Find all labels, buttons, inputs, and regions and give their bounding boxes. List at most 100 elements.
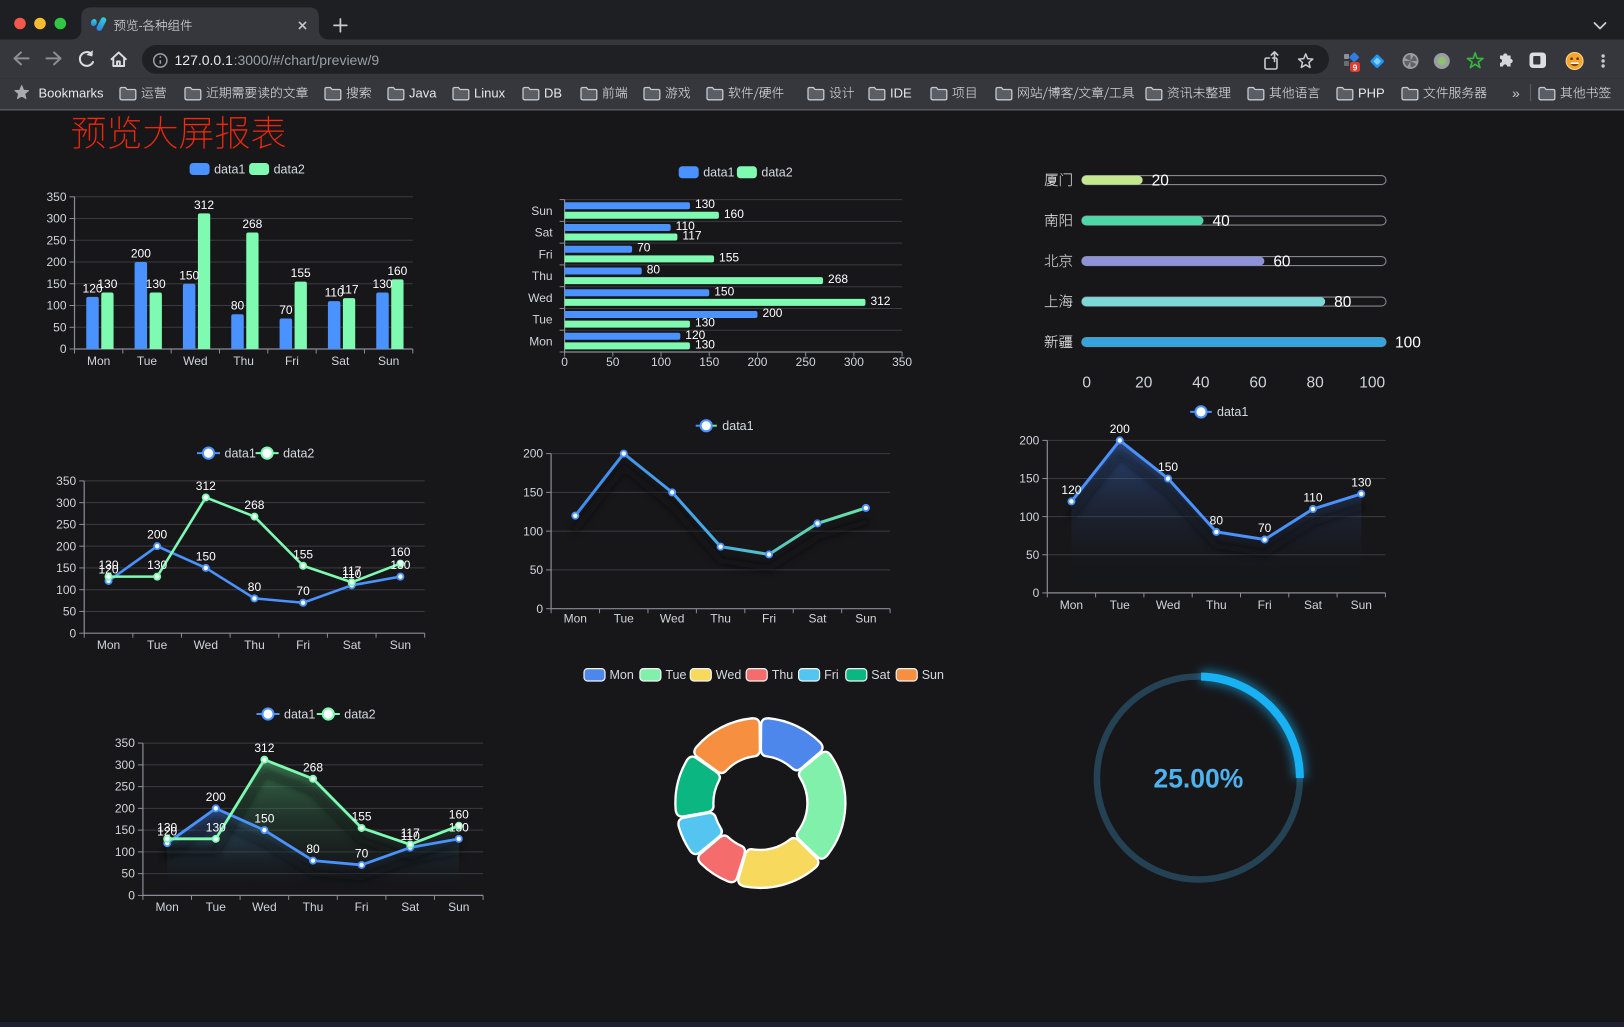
svg-text:50: 50 bbox=[53, 320, 67, 334]
svg-text:312: 312 bbox=[254, 741, 274, 755]
svg-text:150: 150 bbox=[254, 812, 274, 826]
svg-text:312: 312 bbox=[196, 479, 216, 493]
svg-text:Tue: Tue bbox=[665, 668, 686, 682]
svg-text:155: 155 bbox=[352, 809, 372, 823]
svg-text:Tue: Tue bbox=[206, 900, 227, 914]
svg-text:Sun: Sun bbox=[378, 354, 399, 368]
svg-text:Wed: Wed bbox=[183, 354, 207, 368]
svg-text:data2: data2 bbox=[344, 707, 375, 721]
svg-text:160: 160 bbox=[724, 207, 744, 221]
svg-text:Sun: Sun bbox=[531, 204, 552, 218]
svg-text:60: 60 bbox=[1249, 375, 1267, 392]
svg-text:Mon: Mon bbox=[156, 900, 179, 914]
svg-text:data1: data1 bbox=[703, 166, 734, 180]
svg-text:100: 100 bbox=[1019, 510, 1039, 524]
svg-text:100: 100 bbox=[56, 583, 76, 597]
svg-text:350: 350 bbox=[46, 190, 66, 204]
svg-text:110: 110 bbox=[325, 286, 344, 300]
svg-text:0: 0 bbox=[70, 626, 77, 640]
svg-text:100: 100 bbox=[1359, 375, 1385, 392]
svg-text:130: 130 bbox=[1351, 475, 1371, 489]
svg-text:160: 160 bbox=[387, 264, 407, 278]
svg-text:Sat: Sat bbox=[871, 668, 890, 682]
svg-text:300: 300 bbox=[844, 355, 864, 369]
svg-text:Mon: Mon bbox=[610, 668, 634, 682]
svg-text:130: 130 bbox=[695, 337, 715, 351]
svg-text:200: 200 bbox=[523, 447, 543, 461]
svg-text:Sat: Sat bbox=[343, 638, 362, 652]
svg-text:127.0.0.1: 127.0.0.1 bbox=[175, 52, 234, 68]
svg-text:Wed: Wed bbox=[716, 668, 742, 682]
svg-text:70: 70 bbox=[637, 241, 651, 255]
svg-text:300: 300 bbox=[46, 212, 66, 226]
svg-text:0: 0 bbox=[128, 889, 135, 903]
svg-text:Thu: Thu bbox=[303, 900, 324, 914]
svg-text:Thu: Thu bbox=[233, 354, 254, 368]
svg-text:80: 80 bbox=[1306, 375, 1324, 392]
svg-text:150: 150 bbox=[196, 549, 216, 563]
svg-text:Fri: Fri bbox=[1258, 598, 1272, 612]
svg-text:150: 150 bbox=[115, 823, 135, 837]
svg-text:0: 0 bbox=[536, 602, 543, 616]
svg-text:268: 268 bbox=[242, 217, 262, 231]
svg-text:120: 120 bbox=[83, 281, 103, 295]
svg-text:50: 50 bbox=[530, 563, 544, 577]
svg-text:Thu: Thu bbox=[1206, 598, 1227, 612]
svg-text:110: 110 bbox=[342, 567, 361, 581]
svg-text:Mon: Mon bbox=[87, 354, 110, 368]
svg-text:70: 70 bbox=[296, 584, 310, 598]
svg-text:70: 70 bbox=[1258, 521, 1272, 535]
svg-text:130: 130 bbox=[157, 820, 177, 834]
svg-text:120: 120 bbox=[1061, 483, 1081, 497]
svg-text:80: 80 bbox=[647, 263, 661, 277]
svg-text:150: 150 bbox=[714, 284, 734, 298]
svg-text:Wed: Wed bbox=[528, 291, 552, 305]
svg-text:40: 40 bbox=[1212, 213, 1230, 230]
svg-text:250: 250 bbox=[115, 780, 135, 794]
svg-text:0: 0 bbox=[60, 342, 67, 356]
svg-text:120: 120 bbox=[685, 328, 705, 342]
svg-text:100: 100 bbox=[1395, 334, 1421, 351]
svg-text:50: 50 bbox=[606, 355, 620, 369]
svg-text:Sat: Sat bbox=[808, 611, 827, 625]
svg-text:Mon: Mon bbox=[1060, 598, 1083, 612]
svg-text:20: 20 bbox=[1152, 172, 1170, 189]
svg-text:25.00%: 25.00% bbox=[1153, 764, 1243, 794]
svg-text:IDE: IDE bbox=[890, 85, 912, 100]
svg-text:200: 200 bbox=[747, 355, 767, 369]
svg-text:Sat: Sat bbox=[535, 226, 554, 240]
svg-text:268: 268 bbox=[303, 760, 323, 774]
svg-text:130: 130 bbox=[97, 277, 117, 291]
svg-text:Wed: Wed bbox=[660, 611, 684, 625]
svg-text:data2: data2 bbox=[283, 446, 314, 460]
svg-text:155: 155 bbox=[291, 266, 311, 280]
svg-text::3000/#/chart/preview/9: :3000/#/chart/preview/9 bbox=[234, 52, 380, 68]
svg-text:50: 50 bbox=[63, 605, 77, 619]
svg-text:70: 70 bbox=[279, 303, 293, 317]
svg-text:300: 300 bbox=[56, 496, 76, 510]
svg-text:300: 300 bbox=[115, 758, 135, 772]
svg-text:60: 60 bbox=[1273, 253, 1291, 270]
svg-text:268: 268 bbox=[828, 272, 848, 286]
svg-text:Tue: Tue bbox=[147, 638, 168, 652]
svg-text:200: 200 bbox=[1110, 422, 1130, 436]
svg-text:Mon: Mon bbox=[529, 334, 552, 348]
svg-text:150: 150 bbox=[699, 355, 719, 369]
svg-text:200: 200 bbox=[46, 255, 66, 269]
svg-text:268: 268 bbox=[244, 498, 264, 512]
svg-text:312: 312 bbox=[194, 198, 214, 212]
svg-text:160: 160 bbox=[449, 807, 469, 821]
svg-text:70: 70 bbox=[355, 846, 369, 860]
svg-text:Fri: Fri bbox=[355, 900, 369, 914]
svg-text:250: 250 bbox=[796, 355, 816, 369]
svg-text:Thu: Thu bbox=[532, 269, 553, 283]
svg-text:0: 0 bbox=[561, 355, 568, 369]
svg-text:80: 80 bbox=[248, 580, 262, 594]
svg-text:200: 200 bbox=[206, 790, 226, 804]
svg-text:Sun: Sun bbox=[1351, 598, 1372, 612]
svg-text:200: 200 bbox=[131, 247, 151, 261]
svg-text:0: 0 bbox=[1082, 375, 1091, 392]
svg-text:350: 350 bbox=[892, 355, 912, 369]
svg-text:150: 150 bbox=[1158, 460, 1178, 474]
svg-text:Tue: Tue bbox=[137, 354, 158, 368]
